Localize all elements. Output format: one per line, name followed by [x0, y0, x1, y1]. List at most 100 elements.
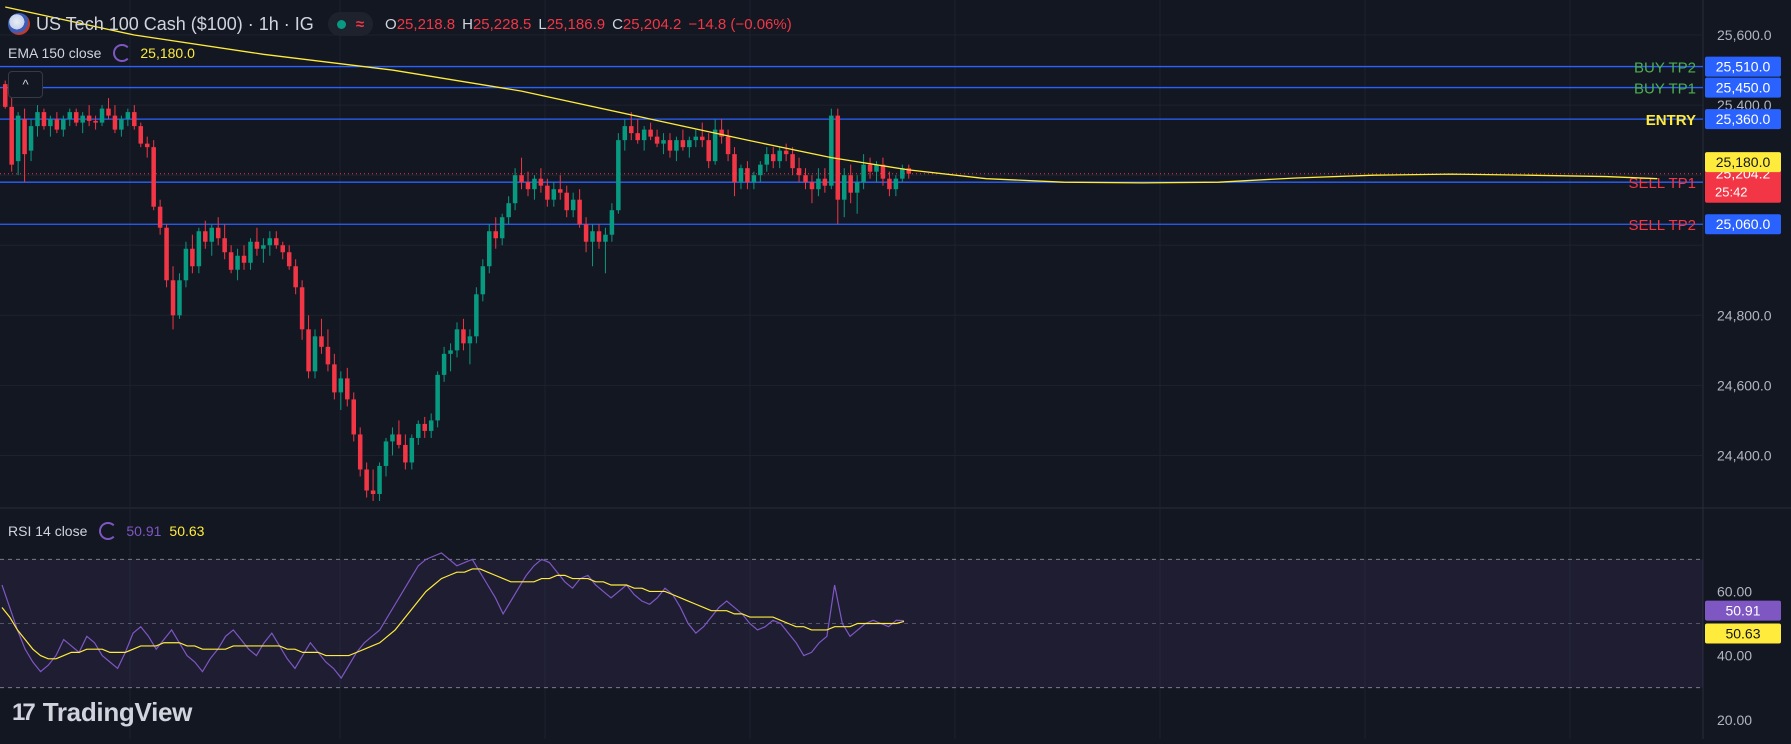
ema-tag-bg[interactable] [1705, 152, 1781, 173]
candle-body[interactable] [119, 119, 124, 130]
candle-body[interactable] [22, 119, 27, 155]
candle-body[interactable] [274, 238, 279, 246]
candle-body[interactable] [299, 287, 305, 330]
candle-body[interactable] [874, 164, 879, 172]
candle-body[interactable] [867, 164, 873, 172]
candle-body[interactable] [112, 115, 118, 130]
candle-body[interactable] [538, 178, 544, 186]
candle-body[interactable] [312, 336, 318, 372]
candle-body[interactable] [816, 178, 821, 190]
level-tag-bg[interactable] [1705, 109, 1781, 130]
candle-body[interactable] [267, 238, 273, 246]
candle-body[interactable] [900, 168, 905, 179]
candle-body[interactable] [15, 115, 21, 162]
candle-body[interactable] [209, 227, 215, 242]
candle-body[interactable] [332, 364, 337, 393]
candle-body[interactable] [551, 189, 557, 200]
candle-body[interactable] [712, 129, 718, 162]
candle-body[interactable] [364, 469, 369, 491]
candle-body[interactable] [532, 178, 537, 190]
candle-body[interactable] [403, 444, 408, 463]
candle-body[interactable] [67, 112, 73, 120]
tradingview-logo[interactable]: 17 TradingView [12, 697, 192, 728]
candle-body[interactable] [409, 437, 415, 463]
candle-body[interactable] [441, 353, 447, 375]
candle-body[interactable] [144, 143, 150, 148]
candle-body[interactable] [467, 336, 473, 344]
candle-body[interactable] [499, 217, 505, 239]
candle-body[interactable] [86, 115, 92, 121]
candle-body[interactable] [41, 112, 47, 127]
candle-body[interactable] [319, 336, 324, 347]
candle-body[interactable] [196, 231, 202, 267]
candle-body[interactable] [177, 280, 182, 316]
candle-body[interactable] [280, 245, 286, 253]
candle-body[interactable] [2, 84, 8, 107]
candle-body[interactable] [422, 423, 427, 431]
candle-body[interactable] [93, 120, 98, 123]
candle-body[interactable] [525, 182, 531, 190]
candle-body[interactable] [829, 115, 834, 186]
candle-body[interactable] [493, 231, 498, 239]
candle-body[interactable] [9, 106, 14, 165]
candle-body[interactable] [222, 238, 227, 253]
candle-body[interactable] [570, 199, 576, 211]
candle-body[interactable] [725, 136, 731, 155]
candle-body[interactable] [635, 133, 640, 141]
candle-body[interactable] [325, 346, 331, 365]
candle-body[interactable] [435, 374, 440, 421]
candle-body[interactable] [506, 203, 511, 218]
candle-body[interactable] [454, 329, 460, 351]
candle-body[interactable] [887, 178, 892, 190]
ema-legend[interactable]: EMA 150 close 25,180.0 [8, 44, 195, 62]
candle-body[interactable] [770, 154, 776, 162]
candle-body[interactable] [416, 423, 421, 438]
candle-body[interactable] [841, 175, 847, 200]
candle-body[interactable] [183, 248, 189, 281]
candle-body[interactable] [132, 112, 137, 127]
candle-body[interactable] [706, 140, 711, 162]
candle-body[interactable] [809, 182, 815, 190]
candle-body[interactable] [577, 199, 582, 225]
candle-body[interactable] [306, 329, 311, 372]
candle-body[interactable] [745, 168, 750, 183]
candle-body[interactable] [835, 115, 841, 200]
candle-body[interactable] [235, 255, 240, 270]
candle-body[interactable] [48, 119, 53, 127]
candle-body[interactable] [151, 147, 156, 207]
level-tag-bg[interactable] [1705, 56, 1781, 77]
candle-body[interactable] [138, 126, 144, 144]
candle-body[interactable] [693, 136, 699, 141]
candle-body[interactable] [590, 231, 595, 242]
candle-body[interactable] [254, 241, 260, 249]
candle-body[interactable] [351, 399, 356, 435]
candle-body[interactable] [461, 329, 466, 344]
candle-body[interactable] [848, 175, 853, 193]
candle-body[interactable] [777, 150, 782, 162]
rsi-value-tag-bg[interactable] [1705, 600, 1781, 621]
candle-body[interactable] [654, 136, 660, 144]
candle-body[interactable] [345, 378, 350, 400]
candle-body[interactable] [880, 164, 886, 179]
candle-body[interactable] [622, 126, 628, 141]
candle-body[interactable] [106, 108, 111, 116]
candle-body[interactable] [448, 350, 453, 354]
rsi-ma-value-tag-bg[interactable] [1705, 623, 1781, 644]
candle-body[interactable] [480, 266, 486, 295]
candle-body[interactable] [583, 224, 589, 242]
candle-body[interactable] [906, 168, 912, 174]
candle-body[interactable] [241, 255, 247, 263]
ema-label[interactable]: EMA 150 close [8, 45, 102, 61]
candle-body[interactable] [487, 231, 492, 267]
candle-body[interactable] [215, 227, 221, 239]
rsi-legend[interactable]: RSI 14 close 50.91 50.63 [8, 522, 204, 540]
collapse-legend-button[interactable]: ^ [8, 71, 43, 98]
candle-body[interactable] [99, 108, 105, 123]
candle-body[interactable] [54, 119, 60, 130]
candle-body[interactable] [519, 175, 524, 183]
candle-body[interactable] [738, 168, 744, 183]
candle-body[interactable] [170, 280, 176, 316]
level-tag-bg[interactable] [1705, 77, 1781, 98]
candle-body[interactable] [603, 234, 608, 242]
